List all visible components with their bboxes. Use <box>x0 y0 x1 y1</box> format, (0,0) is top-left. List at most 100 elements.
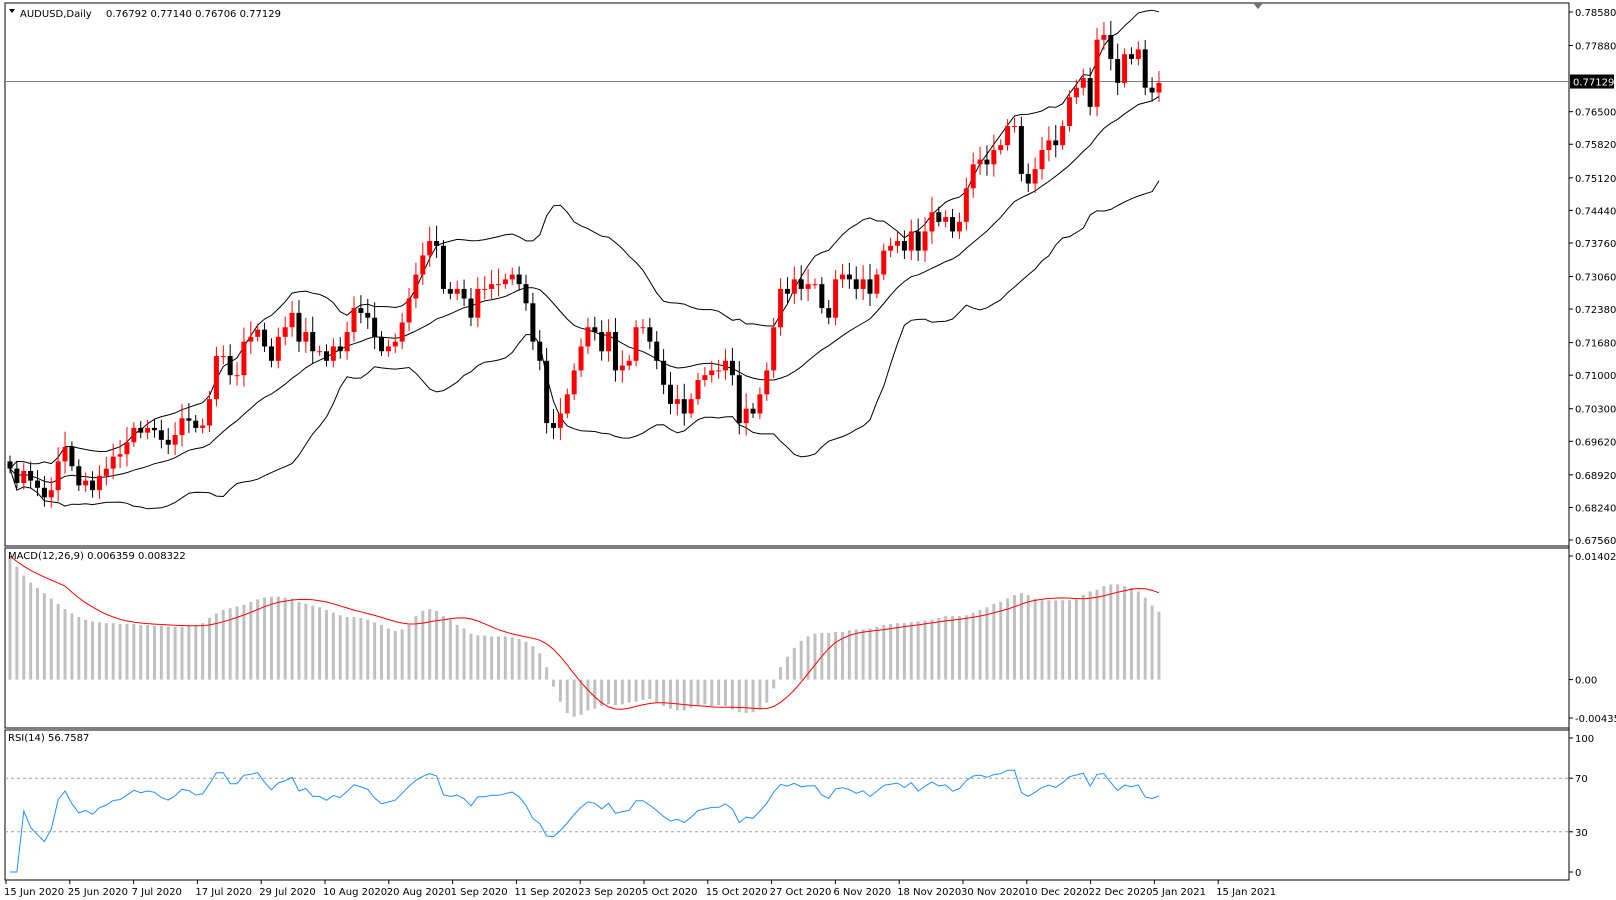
macd-histogram-bar <box>531 646 535 680</box>
candle-body <box>950 217 956 232</box>
candle-body <box>186 418 192 421</box>
macd-histogram-bar <box>985 607 989 680</box>
macd-histogram-bar <box>675 679 679 711</box>
candle-body <box>234 375 240 377</box>
candle-body <box>1005 126 1011 146</box>
ohlc-values: 0.76792 0.77140 0.76706 0.77129 <box>106 9 281 20</box>
macd-histogram-bar <box>70 613 74 680</box>
time-axis-label: 15 Jan 2021 <box>1216 887 1276 898</box>
time-axis-label: 15 Jun 2020 <box>4 887 64 898</box>
macd-histogram-bar <box>318 607 322 680</box>
candle-body <box>874 274 880 294</box>
candle-body <box>151 427 157 431</box>
rsi-axis-label: 100 <box>1575 734 1594 745</box>
macd-histogram-bar <box>152 625 156 680</box>
macd-histogram-bar <box>496 636 500 680</box>
candle-body <box>915 231 921 251</box>
candle-body <box>227 356 233 376</box>
candle-body <box>1128 54 1134 59</box>
macd-histogram-bar <box>42 593 46 680</box>
macd-histogram-bar <box>792 647 796 680</box>
candle-body <box>213 356 219 400</box>
macd-histogram-bar <box>909 622 913 680</box>
candle-body <box>1073 87 1079 98</box>
chart-shift-marker-icon[interactable] <box>1253 3 1263 9</box>
macd-histogram-bar <box>854 629 858 680</box>
macd-histogram-bar <box>256 599 260 680</box>
candle-body <box>764 370 770 395</box>
candle-body <box>330 346 336 361</box>
macd-histogram-bar <box>916 621 920 680</box>
macd-histogram-bar <box>1040 600 1044 680</box>
macd-histogram-bar <box>435 610 439 680</box>
candle-body <box>592 327 598 333</box>
candle-body <box>351 308 357 333</box>
macd-histogram-bar <box>737 679 741 713</box>
price-axis-label: 0.76500 <box>1575 108 1616 119</box>
macd-histogram-bar <box>490 636 494 680</box>
candle-body <box>7 461 13 469</box>
macd-histogram-bar <box>469 633 473 680</box>
macd-histogram-bar <box>799 640 803 680</box>
macd-histogram-bar <box>118 624 122 680</box>
time-axis-label: 10 Aug 2020 <box>323 887 387 898</box>
candle-body <box>516 274 522 285</box>
macd-histogram-bar <box>744 679 748 714</box>
macd-histogram-bar <box>359 617 363 680</box>
macd-axis-label: 0.00 <box>1575 676 1597 687</box>
candle-body <box>812 284 818 286</box>
time-axis-label: 15 Oct 2020 <box>706 887 768 898</box>
collapse-triangle-icon[interactable] <box>9 9 15 13</box>
candle-body <box>557 413 563 428</box>
candle-body <box>805 284 811 289</box>
candle-body <box>447 288 453 294</box>
macd-histogram-bar <box>785 656 789 680</box>
macd-histogram-bar <box>49 598 53 680</box>
macd-panel[interactable] <box>4 547 1570 729</box>
time-axis-label: 23 Sep 2020 <box>578 887 641 898</box>
macd-histogram-bar <box>1006 598 1010 680</box>
time-axis-label: 29 Jul 2020 <box>259 887 316 898</box>
macd-histogram-bar <box>558 679 562 702</box>
macd-histogram-bar <box>840 632 844 680</box>
macd-histogram-bar <box>91 621 95 680</box>
macd-histogram-bar <box>97 622 101 680</box>
rsi-axis-label: 70 <box>1575 774 1588 785</box>
macd-histogram-bar <box>689 679 693 708</box>
candle-body <box>241 341 247 376</box>
price-axis-label: 0.73760 <box>1575 239 1616 250</box>
macd-histogram-bar <box>400 629 404 680</box>
candle-body <box>750 408 756 414</box>
macd-histogram-bar <box>944 616 948 680</box>
macd-histogram-bar <box>696 679 700 707</box>
macd-histogram-bar <box>104 623 108 680</box>
macd-histogram-bar <box>1019 593 1023 680</box>
macd-histogram-bar <box>882 624 886 680</box>
candle-body <box>612 332 618 371</box>
macd-histogram-bar <box>607 679 611 705</box>
macd-histogram-bar <box>297 602 301 680</box>
macd-histogram-bar <box>517 639 521 680</box>
candle-body <box>62 447 68 462</box>
price-axis-label: 0.72380 <box>1575 305 1616 316</box>
candle-body <box>489 284 495 289</box>
candle-body <box>1060 126 1066 146</box>
macd-histogram-bar <box>524 641 528 680</box>
candle-body <box>103 468 109 476</box>
candle-body <box>901 241 907 251</box>
macd-histogram-bar <box>1061 600 1065 680</box>
price-panel[interactable] <box>4 2 1570 547</box>
macd-histogram-bar <box>214 613 218 680</box>
time-axis-label: 17 Jul 2020 <box>195 887 252 898</box>
price-axis-label: 0.69620 <box>1575 437 1616 448</box>
candle-body <box>96 475 102 491</box>
rsi-panel[interactable] <box>4 729 1570 881</box>
macd-histogram-bar <box>1116 584 1120 680</box>
macd-histogram-bar <box>648 679 652 699</box>
macd-histogram-bar <box>283 597 287 680</box>
candle-body <box>640 327 646 329</box>
macd-histogram-bar <box>600 679 604 707</box>
rsi-plot <box>5 769 1569 873</box>
